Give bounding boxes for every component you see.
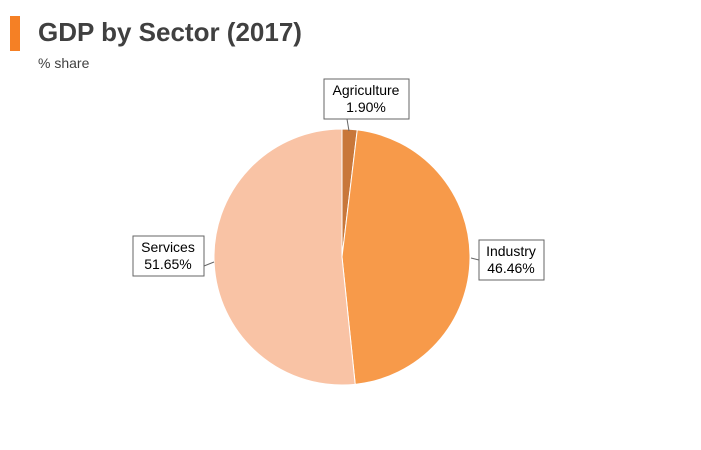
chart-subtitle: % share [38, 55, 90, 71]
slice-name-services: Services [141, 239, 195, 255]
title-accent-bar [10, 16, 20, 51]
slice-value-services: 51.65% [144, 256, 191, 272]
chart-title: GDP by Sector (2017) [38, 17, 302, 47]
slice-value-agriculture: 1.90% [346, 99, 386, 115]
slice-label-industry: Industry 46.46% [470, 239, 545, 281]
pie-slices [213, 128, 471, 386]
slice-name-industry: Industry [486, 243, 536, 259]
slice-label-agriculture: Agriculture 1.90% [323, 78, 410, 132]
pie-labels: Agriculture 1.90% Industry 46.46% Servic… [132, 78, 545, 281]
slice-label-services: Services 51.65% [132, 235, 215, 277]
pie-slice-services [213, 128, 356, 386]
slice-value-industry: 46.46% [487, 260, 534, 276]
pie-slice-industry [341, 129, 471, 385]
slice-name-agriculture: Agriculture [333, 82, 400, 98]
